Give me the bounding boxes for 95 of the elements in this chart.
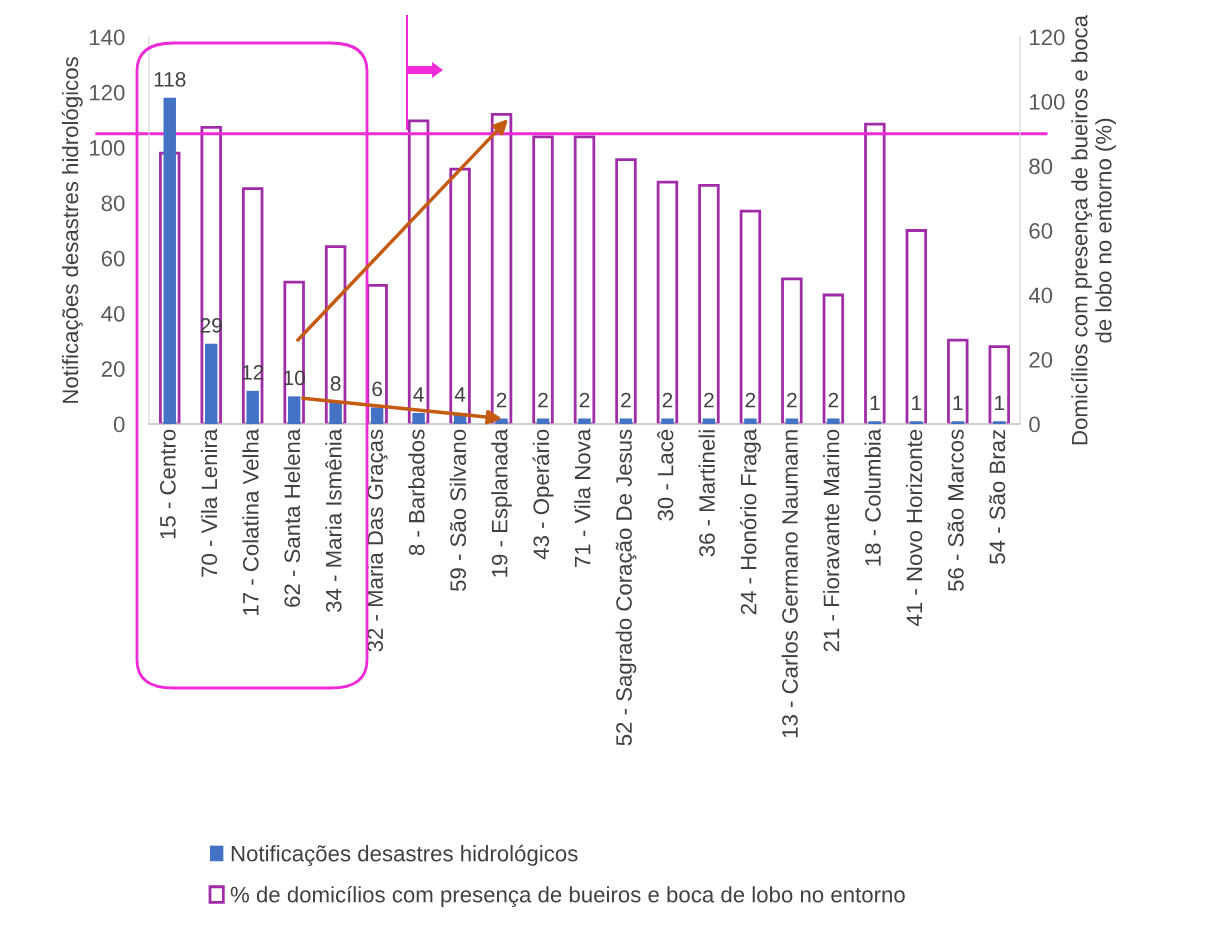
x-tick-label: 70 - Vila Lenira [200,428,218,577]
bar [661,418,674,424]
bar [412,412,425,424]
bar [910,421,923,424]
x-tick-label: 56 - São Marcos [947,429,964,591]
bar [163,97,176,424]
y-axis-title: Notificações desastres hidrológicos [61,57,83,403]
bar [744,418,757,424]
bar [702,418,716,424]
data-label: 2 [662,392,673,408]
bar [283,280,305,424]
y2-tick-label: 0 [1029,416,1040,433]
x-tick-label: 30 - Lacê [657,429,674,521]
data-label: 2 [787,392,797,408]
bar [615,158,637,424]
x-tick-label: 8 - Barbados [408,429,425,556]
bar [781,277,803,424]
y-tick-label: 120 [90,84,125,101]
data-label: 6 [372,381,382,397]
bar [200,125,222,424]
data-label: 118 [154,72,186,87]
bar [532,135,554,424]
bar [864,122,886,424]
x-tick-label: 41 - Novo Horizonte [905,429,923,626]
bar [988,345,1010,424]
data-label: 8 [330,376,341,391]
data-label: 2 [579,392,590,408]
legend-label: Notificações desastres hidrológicos [231,844,578,866]
x-tick-label: 13 - Carlos Germano Naumann [781,430,798,738]
x-tick-label: 21 - Fioravante Marino [823,429,840,652]
x-tick-label: 15 - Centro [159,429,176,539]
y2-tick-label: 100 [1030,94,1065,110]
y-tick-label: 60 [101,250,125,267]
bar [490,113,513,424]
bar [656,180,679,424]
x-tick-label: 62 - Santa Helena [283,428,301,607]
x-tick-label: 71 - Vila Nova [574,428,591,567]
data-label: 2 [621,392,631,408]
bar [993,421,1006,424]
bar [739,209,762,424]
y2-axis-title: Domicílios com presença de bueiros e boca de lobo no entorno (%) [1070,14,1116,445]
data-label: 4 [454,387,466,402]
bar [947,338,969,424]
y2-tick-label: 120 [1030,29,1065,46]
bar [287,396,301,424]
x-tick-label: 59 - São Silvano [449,429,467,592]
x-tick-label: 34 - Maria Ismênia [325,428,342,613]
bar [246,390,259,424]
data-label: 2 [538,392,548,408]
data-label: 1 [995,395,1005,410]
bar [785,418,799,424]
bar [241,187,264,424]
bar [905,229,928,424]
data-label: 1 [870,395,880,410]
x-tick-label: 18 - Columbia [864,428,881,566]
data-label: 1 [953,395,963,410]
x-tick-label: 43 - Operário [532,429,554,560]
y-tick-label: 0 [113,416,125,433]
y-tick-label: 100 [90,140,125,156]
y-tick-label: 80 [101,195,125,212]
x-tick-label: 36 - Martineli [698,430,715,557]
bar [827,418,840,424]
x-tick-label: 54 - São Braz [989,429,1006,564]
bar [868,421,882,424]
data-label: 2 [745,392,756,408]
y2-tick-label: 20 [1029,352,1053,368]
y-tick-label: 140 [90,29,125,46]
bar [329,401,342,424]
bar [619,418,633,424]
bar [324,245,347,424]
data-label: 2 [704,392,714,408]
data-label: 2 [496,392,507,408]
x-tick-label: 32 - Maria Das Graças [366,429,388,652]
y-tick-label: 20 [101,361,125,377]
bar [536,418,550,424]
x-tick-label: 24 - Honório Fraga [739,428,761,615]
bar [370,407,384,424]
x-tick-label: 19 - Esplanada [491,428,512,577]
bar [698,183,720,424]
y2-tick-label: 40 [1028,287,1053,304]
y-tick-label: 40 [101,305,125,322]
bar [822,293,845,424]
bar [449,167,471,424]
data-label: 4 [413,387,424,402]
bar [951,421,965,424]
bar [578,418,591,424]
x-tick-label: 17 - Colatina Velha [242,428,259,615]
legend-label: % de domicílios com presença de bueiros e boca de lobo no entorno [230,885,905,907]
bar [204,343,218,424]
y2-tick-label: 80 [1029,158,1053,175]
x-tick-label: 52 - Sagrado Coração De Jesus [615,429,637,746]
data-label: 2 [828,392,839,408]
data-label: 1 [912,395,922,410]
bar [573,135,596,424]
y2-tick-label: 60 [1029,223,1053,239]
